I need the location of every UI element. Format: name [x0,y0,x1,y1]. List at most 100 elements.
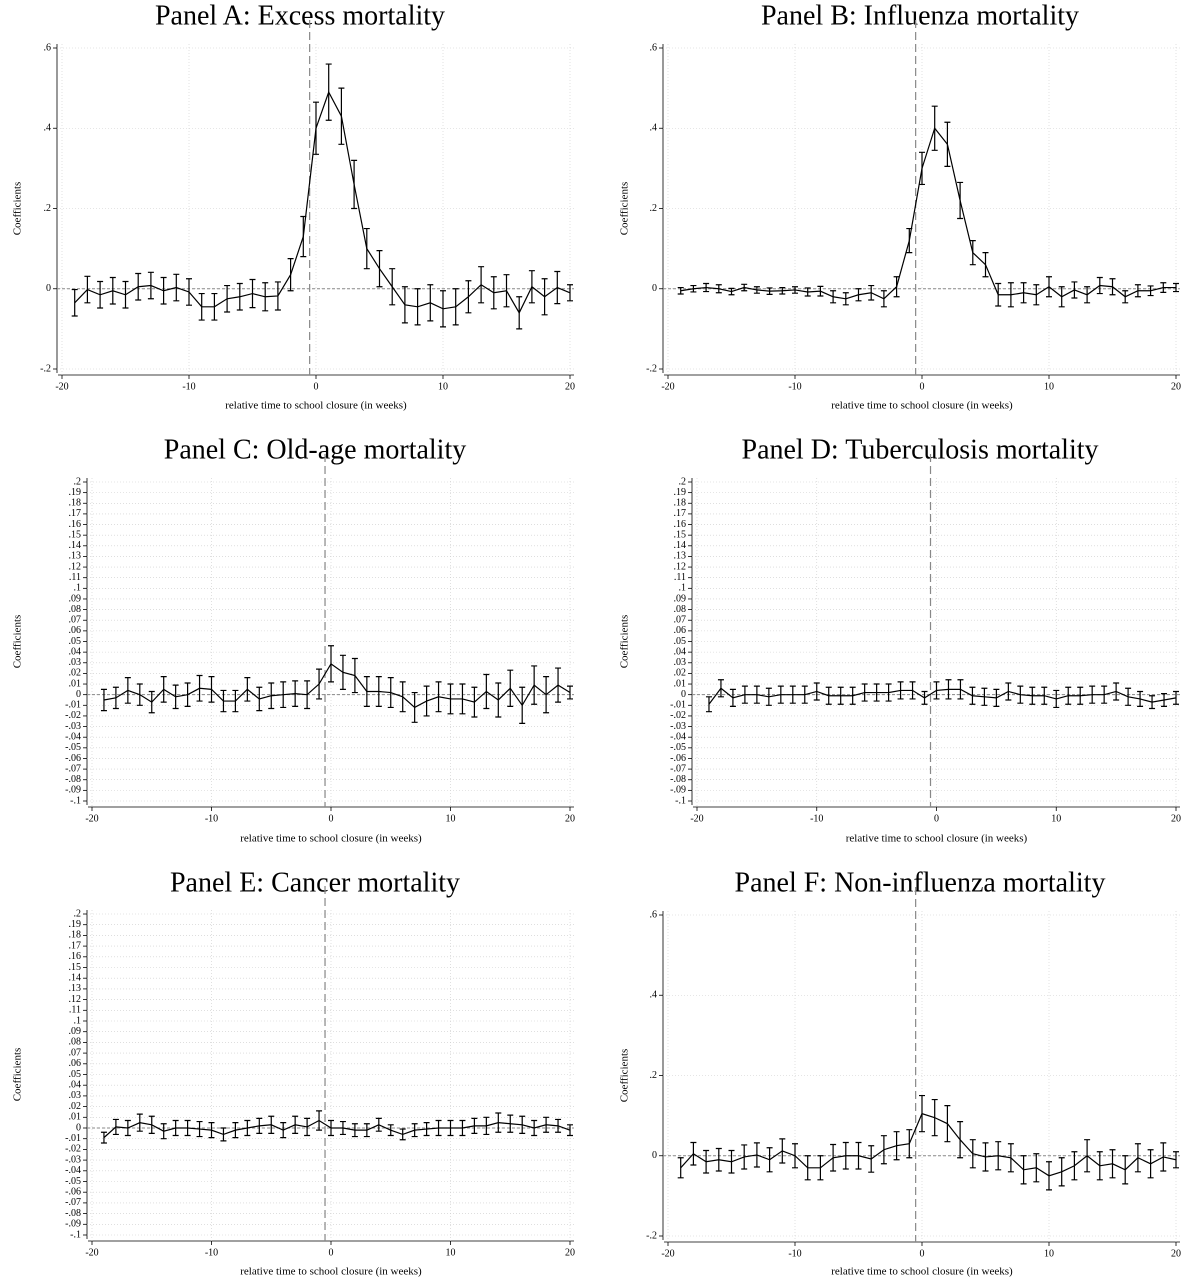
y-tick-label: 0 [76,689,81,700]
y-tick-label: .14 [69,540,82,551]
y-tick-label: -.02 [65,710,81,721]
y-tick-label: .16 [69,519,82,530]
y-tick-label: 0 [652,1150,657,1161]
y-tick-label: .15 [69,529,82,540]
y-tick-label: -.08 [65,1208,81,1219]
y-tick-label: .2 [44,203,52,214]
y-tick-label: -.04 [670,731,686,742]
y-tick-label: .14 [69,972,82,983]
panel-title: Panel F: Non-influenza mortality [735,867,1106,898]
y-tick-label: .09 [69,1026,82,1037]
y-tick-label: -.01 [65,700,81,711]
error-bar [1173,1151,1179,1169]
y-tick-label: .04 [674,646,687,657]
y-tick-label: -.07 [65,1197,81,1208]
y-tick-label: .01 [69,1112,82,1123]
error-bar [677,1157,684,1179]
coefficient-line [103,662,571,709]
y-tick-label: -.04 [65,1165,81,1176]
y-tick-label: .13 [674,551,687,562]
y-tick-label: .15 [674,529,687,540]
y-tick-label: -.09 [65,1219,81,1230]
error-bar [100,688,107,712]
y-tick-label: .1 [74,1015,82,1026]
y-tick-label: .14 [674,540,687,551]
y-tick-label: .2 [650,203,658,214]
y-tick-label: .1 [679,583,687,594]
y-tick-label: .2 [74,476,82,487]
x-tick-label: 0 [329,1247,334,1258]
x-tick-label: 10 [1051,813,1061,824]
x-tick-label: -20 [690,813,703,824]
x-tick-label: -20 [55,381,68,392]
x-tick-label: 20 [565,813,575,824]
x-tick-label: 10 [1044,381,1054,392]
y-tick-label: .03 [674,657,687,668]
x-tick-label: 10 [446,1247,456,1258]
y-tick-label: .18 [69,498,82,509]
y-tick-label: -.05 [670,742,686,753]
y-axis-label: Coefficients [12,1048,24,1102]
y-tick-label: -.03 [65,1154,81,1165]
x-tick-label: 10 [446,813,456,824]
x-tick-label: -20 [661,381,674,392]
x-tick-label: -20 [85,1247,98,1258]
x-axis-label: relative time to school closure (in week… [831,1266,1013,1278]
panel-title: Panel C: Old-age mortality [164,434,467,465]
y-tick-label: -.02 [670,710,686,721]
y-tick-label: -.2 [646,1230,657,1241]
y-tick-label: .13 [69,551,82,562]
y-tick-label: .17 [69,508,82,519]
y-tick-label: .06 [69,1058,82,1069]
y-tick-label: .11 [69,572,81,583]
y-tick-label: .19 [674,487,687,498]
y-axis-label: Coefficients [619,182,631,236]
y-tick-label: .6 [650,42,658,53]
x-tick-label: 0 [314,381,319,392]
y-tick-label: .04 [69,1079,82,1090]
y-tick-label: -.04 [65,731,81,742]
y-tick-label: -.2 [40,363,51,374]
y-tick-label: .1 [74,583,82,594]
panel-title: Panel D: Tuberculosis mortality [742,434,1099,465]
coefficient-line [708,687,1177,705]
y-tick-label: .07 [69,615,82,626]
y-tick-label: -.01 [670,700,686,711]
y-tick-label: .06 [674,625,687,636]
y-tick-label: .02 [69,1101,82,1112]
y-tick-label: .04 [69,646,82,657]
y-tick-label: .02 [674,668,687,679]
y-tick-label: .08 [69,1037,82,1048]
y-tick-label: -.05 [65,1176,81,1187]
y-tick-label: -.03 [65,721,81,732]
y-tick-label: -.08 [65,774,81,785]
y-tick-label: -.06 [65,753,81,764]
x-tick-label: -10 [788,381,801,392]
y-tick-label: -.07 [65,763,81,774]
y-tick-label: .11 [69,1005,81,1016]
x-tick-label: 10 [438,381,448,392]
x-tick-label: -10 [205,813,218,824]
y-tick-label: .12 [69,561,82,572]
x-tick-label: 20 [1171,813,1181,824]
y-tick-label: .08 [69,604,82,615]
y-tick-label: 0 [652,283,657,294]
y-tick-label: .09 [674,593,687,604]
y-tick-label: .05 [69,1069,82,1080]
y-tick-label: .18 [674,498,687,509]
panel-title: Panel E: Cancer mortality [170,867,460,898]
x-tick-label: 0 [920,381,925,392]
x-tick-label: -20 [85,813,98,824]
y-tick-label: -.03 [670,721,686,732]
y-tick-label: .06 [69,625,82,636]
x-tick-label: 0 [329,813,334,824]
coefficient-line [680,126,1176,300]
panel-title: Panel A: Excess mortality [155,0,445,31]
y-tick-label: -.08 [670,774,686,785]
y-tick-label: -.07 [670,763,686,774]
y-tick-label: .4 [44,123,52,134]
y-tick-label: .16 [674,519,687,530]
y-tick-label: -.05 [65,742,81,753]
